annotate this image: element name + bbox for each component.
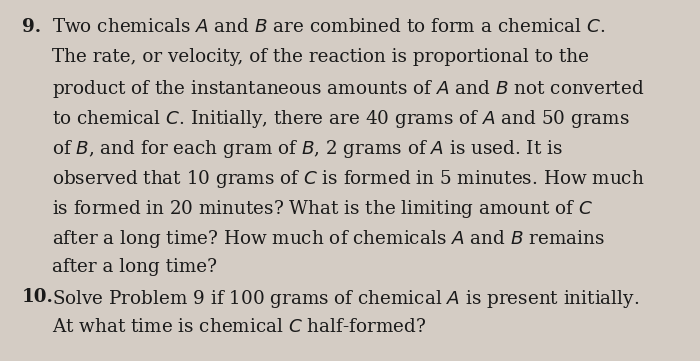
Text: of $B$, and for each gram of $B$, 2 grams of $A$ is used. It is: of $B$, and for each gram of $B$, 2 gram… bbox=[52, 138, 563, 160]
Text: 10.: 10. bbox=[22, 288, 54, 306]
Text: is formed in 20 minutes? What is the limiting amount of $C$: is formed in 20 minutes? What is the lim… bbox=[52, 198, 594, 220]
Text: to chemical $C$. Initially, there are 40 grams of $A$ and 50 grams: to chemical $C$. Initially, there are 40… bbox=[52, 108, 630, 130]
Text: observed that 10 grams of $C$ is formed in 5 minutes. How much: observed that 10 grams of $C$ is formed … bbox=[52, 168, 645, 190]
Text: The rate, or velocity, of the reaction is proportional to the: The rate, or velocity, of the reaction i… bbox=[52, 48, 589, 66]
Text: after a long time?: after a long time? bbox=[52, 258, 217, 276]
Text: product of the instantaneous amounts of $A$ and $B$ not converted: product of the instantaneous amounts of … bbox=[52, 78, 645, 100]
Text: Two chemicals $A$ and $B$ are combined to form a chemical $C$.: Two chemicals $A$ and $B$ are combined t… bbox=[52, 18, 606, 36]
Text: after a long time? How much of chemicals $A$ and $B$ remains: after a long time? How much of chemicals… bbox=[52, 228, 605, 250]
Text: 9.: 9. bbox=[22, 18, 41, 36]
Text: At what time is chemical $C$ half-formed?: At what time is chemical $C$ half-formed… bbox=[52, 318, 426, 336]
Text: Solve Problem 9 if 100 grams of chemical $A$ is present initially.: Solve Problem 9 if 100 grams of chemical… bbox=[52, 288, 639, 310]
